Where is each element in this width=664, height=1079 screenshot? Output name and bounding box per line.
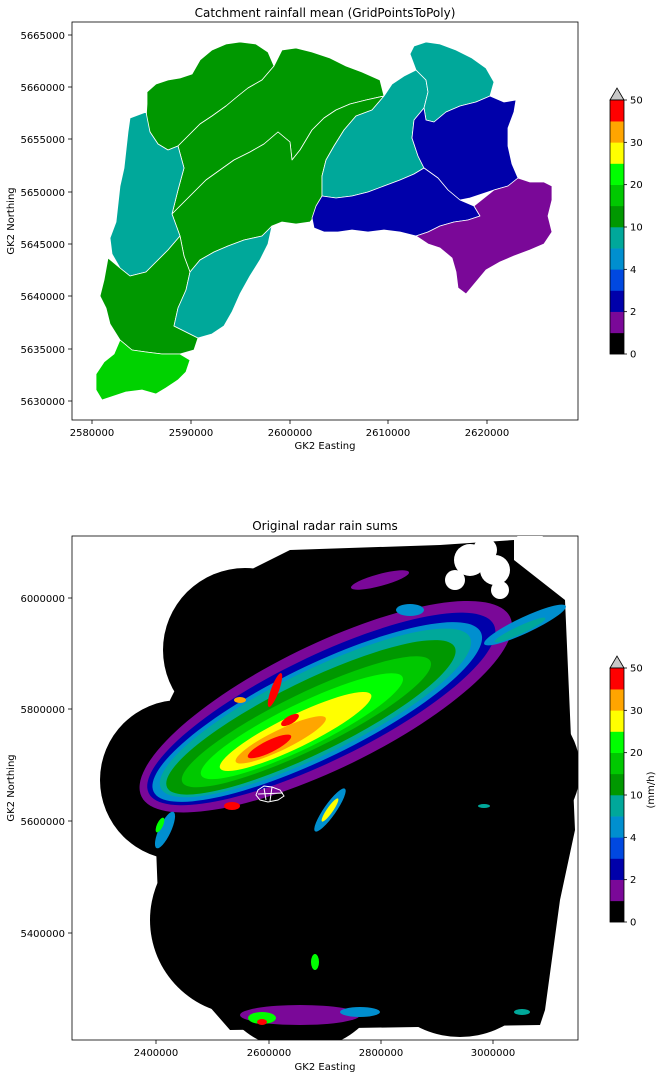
- colorbar-1: 0 2 4 10 20 30 50: [609, 87, 643, 361]
- panel2-ytick-label: 5800000: [20, 705, 65, 716]
- panel1-ytick-label: 5665000: [20, 31, 65, 42]
- catchment-panel: Catchment rainfall mean (GridPointsToPol…: [6, 6, 643, 452]
- panel1-xtick-label: 2610000: [366, 428, 411, 439]
- colorbar-tick-label: 2: [630, 307, 636, 318]
- colorbar-segment: [610, 773, 624, 796]
- radar-catchment-outline: [255, 785, 285, 803]
- colorbar-tick-label: 2: [630, 875, 636, 886]
- panel1-ytick-label: 5630000: [20, 397, 65, 408]
- panel2-ylabel: GK2 Northing: [6, 754, 17, 821]
- panel2-xtick-label: 2600000: [247, 1048, 292, 1059]
- colorbar-segment: [610, 858, 624, 880]
- colorbar-tick-label: 0: [630, 918, 636, 929]
- radar-coverage: [100, 540, 578, 1040]
- panel1-xtick-label: 2580000: [70, 428, 115, 439]
- colorbar-segment: [610, 248, 624, 270]
- colorbar-segment: [610, 689, 624, 711]
- colorbar-unit-label: (mm/h): [646, 771, 657, 808]
- radar-panel: Original radar rain sums: [6, 519, 657, 1073]
- colorbar-segment: [610, 752, 624, 775]
- colorbar-segment: [610, 290, 624, 312]
- panel1-xtick-label: 2600000: [268, 428, 313, 439]
- radar-cores: [224, 673, 299, 810]
- radar-composite: [100, 536, 578, 1040]
- panel2-title: Original radar rain sums: [252, 519, 398, 533]
- colorbar-tick-label: 4: [630, 265, 636, 276]
- colorbar-segment: [610, 731, 624, 753]
- colorbar-tick-label: 4: [630, 833, 636, 844]
- colorbar-segment: [610, 205, 624, 228]
- panel2-ytick-label: 5600000: [20, 817, 65, 828]
- panel1-ytick-label: 5660000: [20, 83, 65, 94]
- panel1-ytick-label: 5655000: [20, 135, 65, 146]
- catchment-far-south: [95, 339, 191, 401]
- panel2-xtick-label: 2400000: [134, 1048, 179, 1059]
- colorbar-tick-label: 10: [630, 791, 643, 802]
- colorbar-tick-label: 10: [630, 223, 643, 234]
- colorbar-segment: [610, 668, 624, 690]
- radar-gaps: [445, 536, 544, 599]
- colorbar-extend-arrow: [609, 655, 625, 669]
- colorbar-tick-label: 30: [630, 706, 643, 717]
- panel1-y-axis: 5630000 5635000 5640000 5645000 5650000 …: [20, 31, 72, 408]
- panel1-xtick-label: 2620000: [465, 428, 510, 439]
- colorbar-segment: [610, 710, 624, 732]
- panel1-ytick-label: 5635000: [20, 345, 65, 356]
- colorbar-segment: [610, 269, 624, 291]
- colorbar-tick-label: 20: [630, 180, 643, 191]
- panel1-x-axis: 2580000 2590000 2600000 2610000 2620000: [70, 420, 510, 439]
- panel1-xtick-label: 2590000: [169, 428, 214, 439]
- panel1-ytick-label: 5650000: [20, 188, 65, 199]
- panel1-title: Catchment rainfall mean (GridPointsToPol…: [195, 6, 456, 20]
- colorbar-tick-label: 30: [630, 138, 643, 149]
- panel2-xtick-label: 3000000: [471, 1048, 516, 1059]
- panel2-xtick-label: 2800000: [359, 1048, 404, 1059]
- panel1-ytick-label: 5640000: [20, 292, 65, 303]
- panel2-ytick-label: 5400000: [20, 929, 65, 940]
- colorbar-tick-label: 20: [630, 748, 643, 759]
- panel2-y-axis: 5400000 5600000 5800000 6000000: [20, 594, 72, 940]
- colorbar-2: 0 2 4 10 20 30 50: [609, 655, 643, 929]
- catchment-map: [95, 41, 553, 401]
- panel2-ytick-label: 6000000: [20, 594, 65, 605]
- colorbar-tick-label: 50: [630, 664, 643, 675]
- colorbar-extend-arrow: [609, 87, 625, 101]
- colorbar-segment: [610, 184, 624, 207]
- colorbar-segment: [610, 816, 624, 838]
- colorbar-segment: [610, 795, 624, 817]
- colorbar-segment: [610, 879, 624, 902]
- colorbar-segment: [610, 332, 624, 355]
- catchment-south-middle: [173, 225, 273, 339]
- panel2-xlabel: GK2 Easting: [295, 1062, 356, 1073]
- colorbar-segment: [610, 900, 624, 923]
- colorbar-tick-label: 50: [630, 96, 643, 107]
- panel1-xlabel: GK2 Easting: [295, 441, 356, 452]
- catchment-south-east: [415, 177, 553, 295]
- radar-rain-band: [139, 600, 513, 813]
- colorbar-segment: [610, 142, 624, 164]
- colorbar-segment: [610, 311, 624, 334]
- colorbar-segment: [610, 121, 624, 143]
- colorbar-segment: [610, 163, 624, 185]
- panel1-ytick-label: 5645000: [20, 240, 65, 251]
- panel2-x-axis: 2400000 2600000 2800000 3000000: [134, 1040, 516, 1059]
- colorbar-segment: [610, 837, 624, 859]
- panel1-ylabel: GK2 Northing: [6, 187, 17, 254]
- colorbar-segment: [610, 227, 624, 249]
- colorbar-tick-label: 0: [630, 350, 636, 361]
- colorbar-segment: [610, 100, 624, 122]
- radar-showers: [154, 570, 566, 1025]
